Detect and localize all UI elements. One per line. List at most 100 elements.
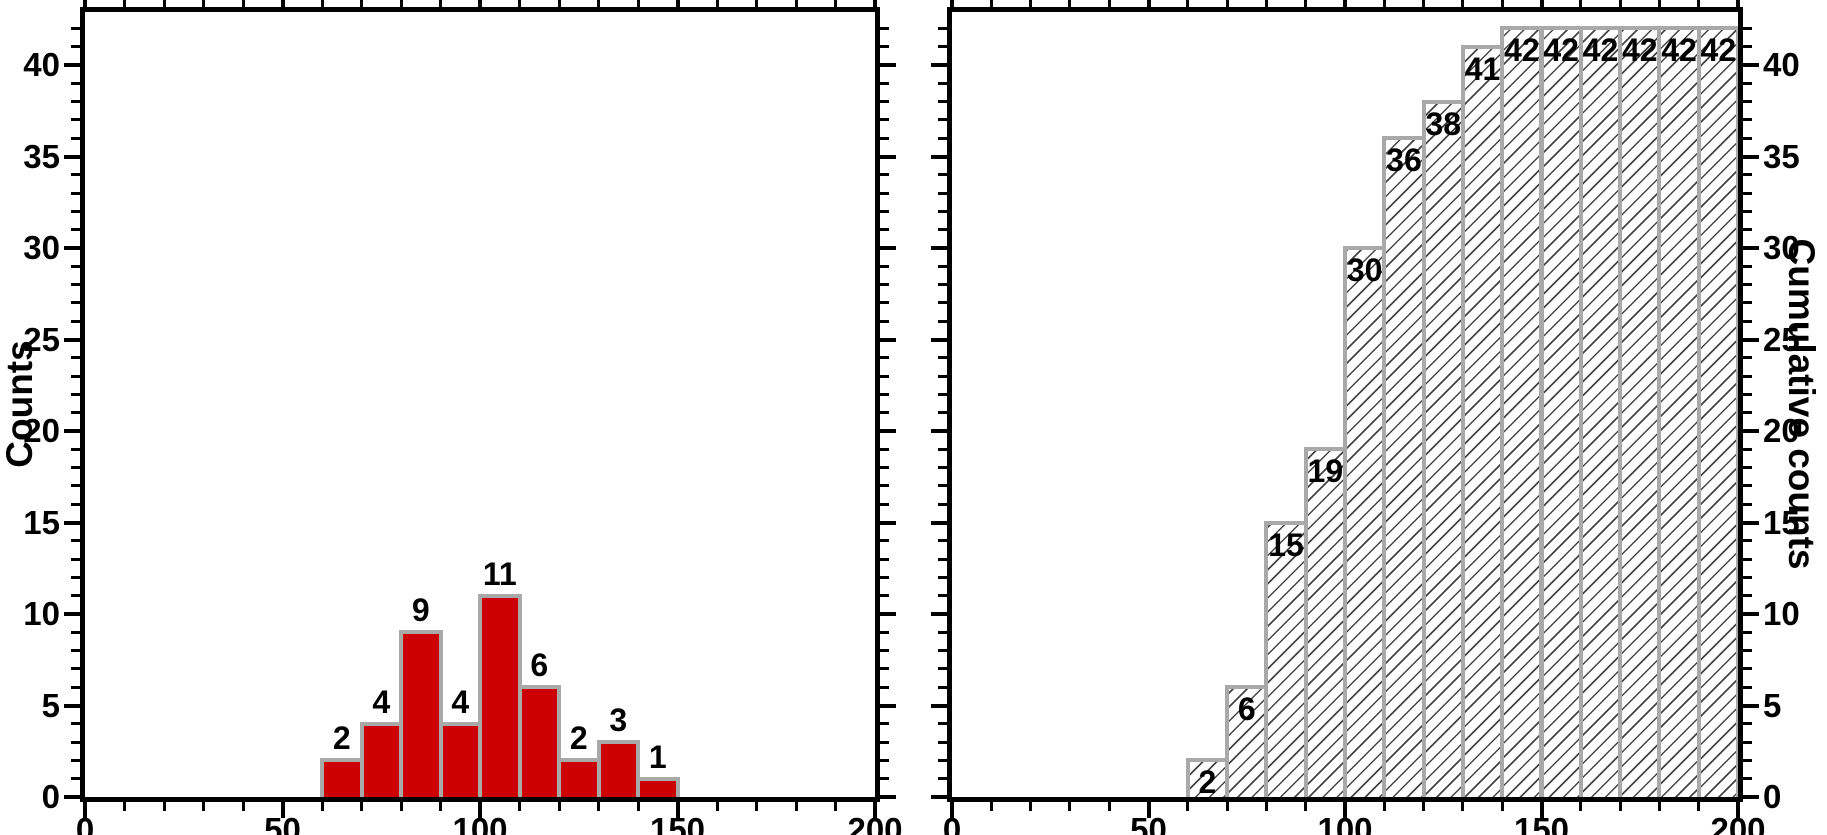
y-minor-tick: [880, 392, 889, 396]
y-minor-tick: [71, 264, 80, 268]
bar: [1264, 520, 1308, 797]
x-minor-tick: [1225, 0, 1229, 7]
y-minor-tick: [71, 392, 80, 396]
x-minor-tick: [597, 802, 600, 811]
y-major-tick: [931, 337, 947, 342]
y-minor-tick: [71, 283, 80, 287]
x-minor-tick: [241, 802, 245, 811]
x-minor-tick: [989, 802, 993, 811]
x-minor-tick: [1225, 802, 1229, 811]
y-minor-tick: [71, 26, 80, 30]
bar: [1618, 26, 1662, 797]
y-major-tick: [64, 63, 80, 68]
y-major-tick: [931, 63, 947, 68]
bar: [517, 685, 561, 797]
y-minor-tick: [71, 173, 80, 177]
y-minor-tick: [880, 630, 889, 634]
x-minor-tick: [1697, 802, 1701, 811]
bar: [596, 740, 640, 797]
y-minor-tick: [1743, 594, 1752, 598]
y-major-tick: [64, 246, 80, 251]
y-tick-label: 5: [1763, 686, 1782, 724]
y-major-tick: [880, 429, 896, 434]
x-minor-tick: [1304, 802, 1308, 811]
x-minor-tick: [202, 0, 205, 7]
y-minor-tick: [71, 81, 80, 85]
y-minor-tick: [938, 575, 947, 579]
y-tick-label: 35: [1763, 137, 1800, 175]
y-minor-tick: [938, 228, 947, 232]
bar-label: 36: [1386, 142, 1422, 179]
y-minor-tick: [1743, 630, 1752, 634]
y-minor-tick: [880, 191, 889, 195]
bar: [399, 630, 443, 797]
x-major-tick: [950, 802, 954, 818]
y-minor-tick: [71, 502, 80, 506]
y-major-tick: [880, 63, 896, 68]
x-major-tick: [478, 802, 482, 818]
bar: [320, 758, 364, 797]
y-minor-tick: [938, 777, 947, 781]
x-minor-tick: [1500, 0, 1504, 7]
bar: [1696, 26, 1740, 797]
y-tick-label: 0: [41, 778, 60, 815]
y-minor-tick: [71, 722, 80, 726]
y-minor-tick: [71, 447, 80, 451]
y-minor-tick: [880, 594, 889, 598]
x-minor-tick: [518, 802, 521, 811]
y-minor-tick: [1743, 173, 1752, 177]
x-minor-tick: [755, 802, 758, 811]
x-minor-tick: [1422, 0, 1426, 7]
y-minor-tick: [938, 722, 947, 726]
y-major-tick: [880, 703, 896, 708]
x-minor-tick: [1618, 0, 1622, 7]
y-major-tick: [1743, 612, 1759, 617]
y-minor-tick: [880, 173, 889, 177]
y-minor-tick: [880, 209, 889, 213]
bar-label: 1: [648, 738, 667, 775]
y-tick-label: 20: [1763, 412, 1800, 450]
x-tick-label: 50: [1130, 811, 1167, 835]
x-major-tick: [1539, 802, 1544, 818]
y-tick-label: 20: [23, 412, 60, 450]
y-minor-tick: [71, 411, 80, 415]
y-minor-tick: [1743, 191, 1752, 195]
y-minor-tick: [71, 539, 80, 543]
y-minor-tick: [880, 466, 889, 470]
bar-label: 4: [451, 683, 470, 720]
bar-label: 42: [1621, 32, 1658, 69]
y-major-tick: [64, 520, 80, 525]
y-tick-label: 35: [23, 137, 60, 175]
y-minor-tick: [1743, 667, 1752, 671]
y-minor-tick: [938, 319, 947, 323]
y-tick-label: 30: [1763, 229, 1800, 267]
x-tick-label: 100: [1317, 811, 1373, 835]
x-major-tick: [83, 0, 87, 7]
y-minor-tick: [938, 447, 947, 451]
y-minor-tick: [938, 264, 947, 268]
y-tick-label: 25: [1763, 320, 1800, 358]
y-tick-label: 5: [41, 686, 60, 724]
x-minor-tick: [557, 0, 561, 7]
x-minor-tick: [1382, 0, 1386, 7]
x-major-tick: [1343, 0, 1347, 7]
x-minor-tick: [439, 802, 442, 811]
y-minor-tick: [880, 136, 889, 140]
y-minor-tick: [880, 411, 889, 415]
y-minor-tick: [880, 649, 889, 653]
y-minor-tick: [938, 411, 947, 415]
bar-label: 19: [1307, 453, 1344, 490]
x-minor-tick: [1068, 802, 1072, 811]
y-minor-tick: [71, 228, 80, 232]
bar-label: 2: [1198, 764, 1217, 801]
x-tick-label: 100: [452, 811, 508, 835]
y-minor-tick: [1743, 264, 1752, 268]
y-minor-tick: [880, 356, 889, 360]
x-tick-label: 0: [942, 811, 962, 835]
bar-label: 42: [1700, 32, 1737, 69]
y-minor-tick: [71, 466, 80, 470]
y-minor-tick: [1743, 209, 1752, 213]
y-minor-tick: [1743, 466, 1752, 470]
y-minor-tick: [71, 301, 80, 305]
